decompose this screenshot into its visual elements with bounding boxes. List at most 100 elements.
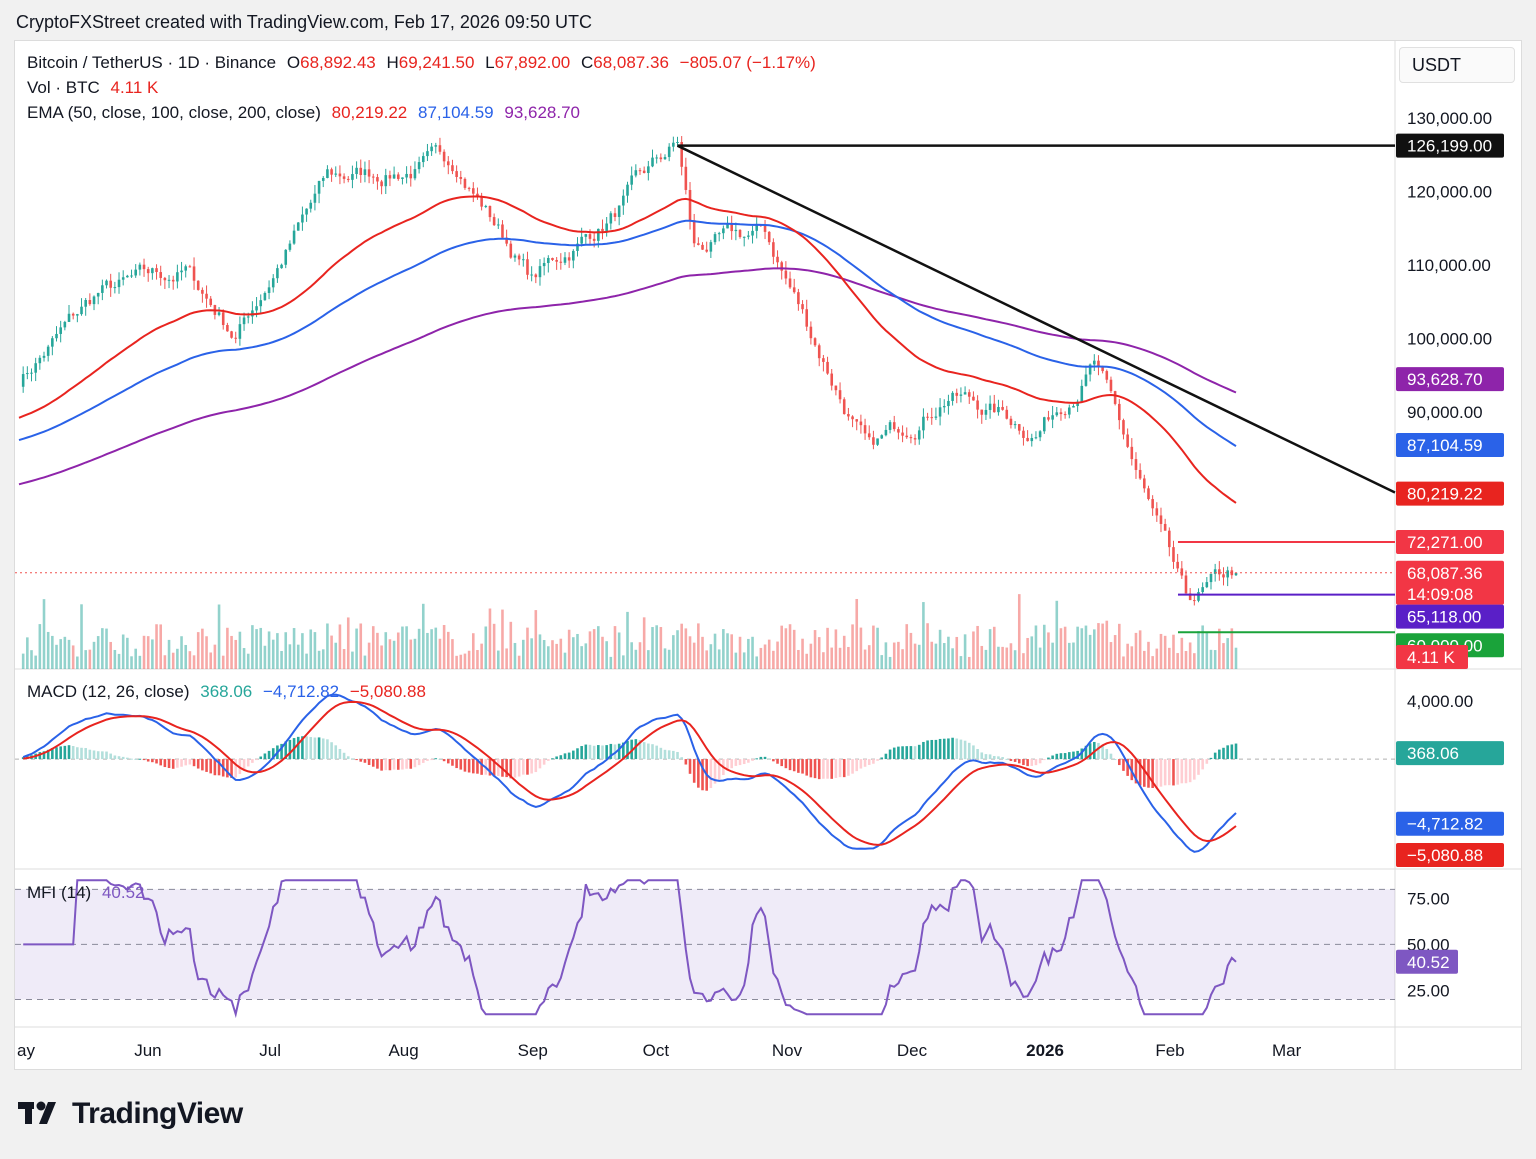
volume-bar <box>446 631 450 669</box>
macd-hist-bar <box>263 753 267 760</box>
macd-hist-bar <box>438 758 442 760</box>
volume-bar <box>1093 629 1096 669</box>
candle-body <box>388 175 392 179</box>
candle-body <box>1134 459 1138 470</box>
macd-hist-bar <box>334 745 338 760</box>
candle-body <box>146 269 150 274</box>
volume-bar <box>867 645 871 669</box>
volume-bar <box>76 656 79 669</box>
chart-canvas[interactable]: 4,000.00−4,000.00368.06−4,712.82−5,080.8… <box>15 41 1521 1069</box>
volume-bar <box>784 628 788 669</box>
volume-bar <box>338 624 342 669</box>
candle-body <box>751 230 754 236</box>
volume-bar <box>301 633 304 669</box>
macd-hist-bar <box>597 745 600 760</box>
volume-bar <box>26 637 29 669</box>
volume-bar <box>701 636 704 669</box>
volume-bar <box>1080 628 1084 669</box>
macd-hist-bar <box>313 737 317 760</box>
macd-hist-bar <box>396 759 400 770</box>
macd-hist-bar <box>1143 759 1146 787</box>
candle-body <box>805 309 809 327</box>
volume-bar <box>484 626 488 669</box>
volume-bar <box>755 656 758 669</box>
candle-body <box>1013 424 1017 426</box>
candle-body <box>1180 568 1184 576</box>
legend-macd-label: MACD (12, 26, close) <box>27 682 190 701</box>
volume-bar <box>1201 625 1204 669</box>
volume-bar <box>1138 630 1142 669</box>
candle-body <box>626 184 629 196</box>
candle-body <box>1017 424 1021 431</box>
volume-bar <box>617 632 621 669</box>
mfi-badge-bg <box>1396 949 1458 974</box>
volume-bar <box>613 626 617 669</box>
volume-bar <box>913 643 917 669</box>
volume-bar <box>238 631 242 669</box>
macd-hist-bar <box>909 746 913 760</box>
macd-hist-bar <box>1134 759 1138 784</box>
candle-body <box>455 171 458 178</box>
candle-body <box>872 437 875 445</box>
macd-hist-bar <box>63 745 67 760</box>
macd-hist-bar <box>209 759 213 774</box>
candle-body <box>534 274 538 278</box>
candle-body <box>642 170 646 173</box>
time-tick-label: Aug <box>388 1041 418 1060</box>
candle-body <box>130 275 133 277</box>
time-tick-label: Sep <box>518 1041 548 1060</box>
candle-body <box>401 177 404 179</box>
volume-bar <box>1084 625 1088 669</box>
candle-body <box>505 237 508 244</box>
macd-hist-bar <box>559 755 563 760</box>
volume-bar <box>538 634 542 669</box>
candle-body <box>813 338 817 346</box>
macd-hist-bar <box>567 752 571 760</box>
volume-bar <box>234 639 238 669</box>
macd-hist-bar <box>1034 759 1038 766</box>
chart-frame[interactable]: 4,000.00−4,000.00368.06−4,712.82−5,080.8… <box>14 40 1522 1070</box>
macd-hist-bar <box>288 739 292 760</box>
candle-body <box>221 312 225 326</box>
volume-bar <box>1172 634 1175 669</box>
volume-bar <box>572 637 575 669</box>
candle-body <box>1059 412 1063 415</box>
candle-body <box>1109 379 1113 392</box>
candle-body <box>526 259 529 275</box>
volume-bar <box>371 626 375 669</box>
macd-hist-bar <box>888 749 892 760</box>
volume-bar <box>438 638 442 669</box>
candle-body <box>655 157 658 159</box>
volume-bar <box>622 655 625 669</box>
tradingview-logo[interactable]: TradingView <box>18 1094 243 1134</box>
legend-high: 69,241.50 <box>398 53 475 72</box>
macd-hist-bar <box>1097 742 1100 760</box>
candle-body <box>463 178 467 188</box>
macd-hist-bar <box>71 745 75 760</box>
candle-body <box>71 313 75 316</box>
candle-body <box>292 230 296 244</box>
macd-hist-bar <box>801 759 804 774</box>
candle-body <box>205 293 208 299</box>
volume-bar <box>967 656 971 669</box>
currency-selector[interactable]: USDT <box>1399 47 1515 83</box>
candle-body <box>484 205 488 207</box>
candle-body <box>947 400 950 407</box>
macd-hist-bar <box>480 759 483 775</box>
candle-body <box>738 229 742 237</box>
volume-bar <box>730 634 733 669</box>
candle-body <box>722 228 725 234</box>
candle-body <box>1034 437 1038 439</box>
candle-body <box>380 181 383 187</box>
macd-hist-bar <box>109 753 112 760</box>
volume-bar <box>246 653 250 669</box>
volume-bar <box>630 642 633 669</box>
candle-body <box>21 374 25 387</box>
volume-bar <box>667 649 671 669</box>
candle-body <box>834 385 838 391</box>
macd-hist-bar <box>176 759 179 768</box>
volume-bar <box>992 626 996 669</box>
volume-bar <box>409 639 413 669</box>
volume-bar <box>588 631 592 669</box>
macd-hist-bar <box>601 745 604 760</box>
